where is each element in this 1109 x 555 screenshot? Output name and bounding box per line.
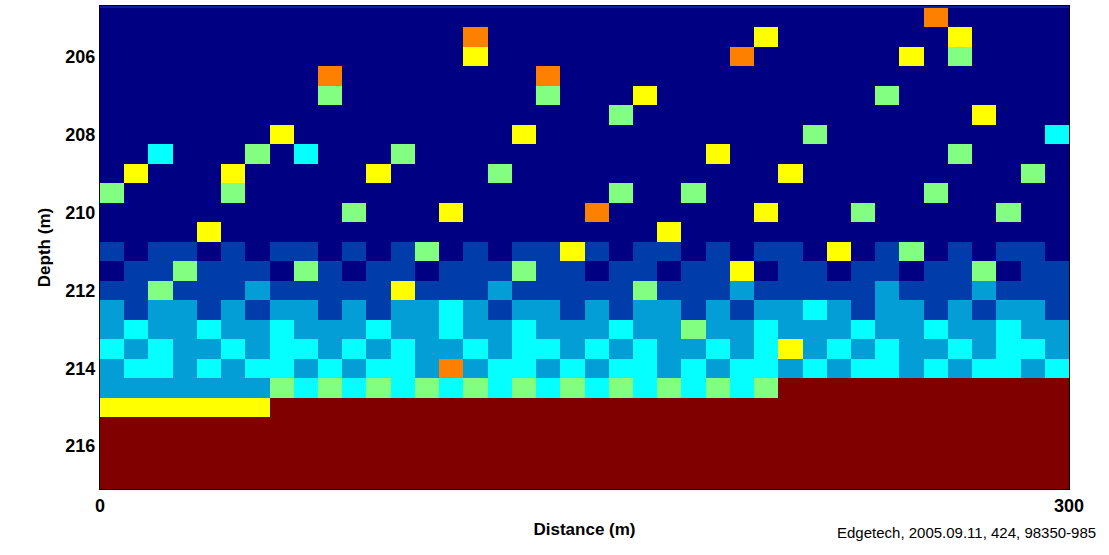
svg-text:300: 300 [1054, 496, 1084, 516]
svg-text:208: 208 [65, 125, 95, 145]
svg-text:212: 212 [65, 281, 95, 301]
svg-text:216: 216 [65, 436, 95, 456]
svg-text:Edgetech, 2005.09.11, 424, 983: Edgetech, 2005.09.11, 424, 98350-985 [837, 524, 1096, 541]
svg-text:0: 0 [95, 496, 105, 516]
svg-text:Distance (m): Distance (m) [533, 520, 635, 539]
svg-text:206: 206 [65, 47, 95, 67]
svg-text:Depth (m): Depth (m) [35, 208, 54, 287]
svg-text:214: 214 [65, 359, 95, 379]
svg-text:210: 210 [65, 203, 95, 223]
